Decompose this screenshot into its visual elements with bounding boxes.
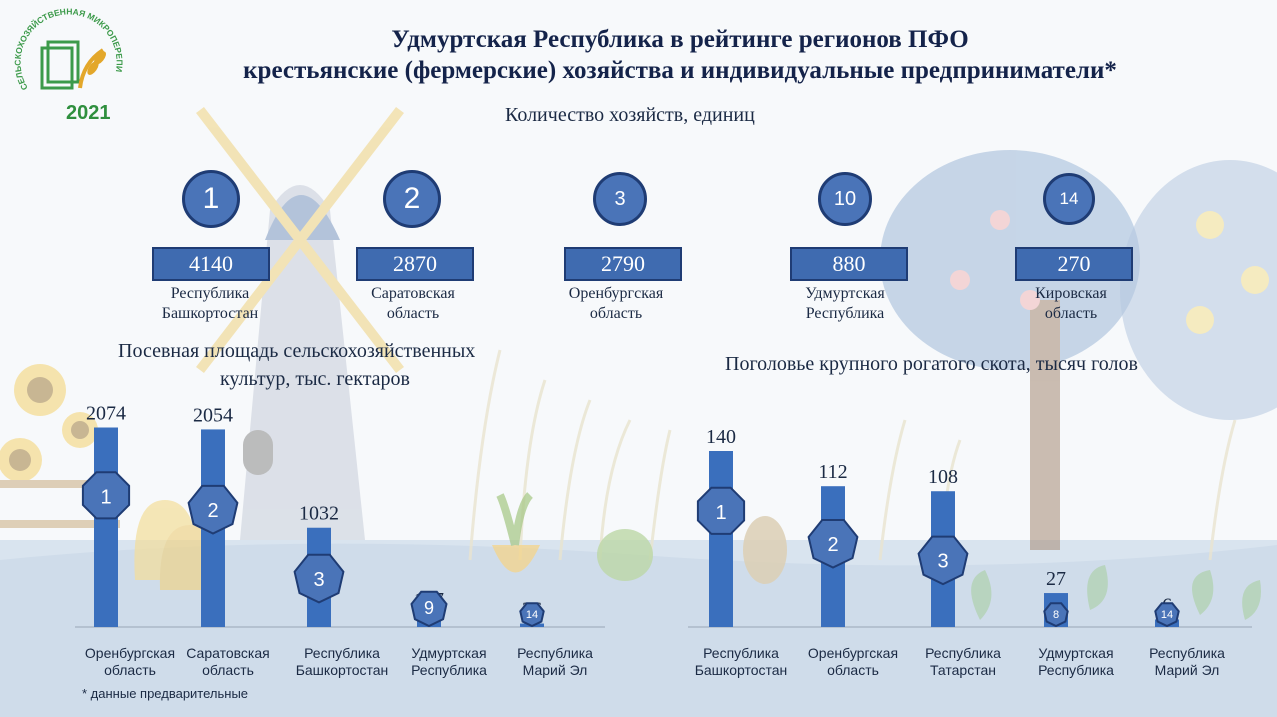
category-label: Республика Марий Эл <box>1149 645 1225 678</box>
bar-chart-2: 140111221083278614 <box>688 426 1252 628</box>
chart2-title: Поголовье крупного рогатого скота, тысяч… <box>725 353 1138 375</box>
category-label: Оренбургская область <box>84 645 176 678</box>
rank-badge-label: 2 <box>207 500 218 522</box>
bar-value-label: 2054 <box>193 404 233 426</box>
farms-subtitle: Количество хозяйств, единиц <box>505 104 755 126</box>
wheat-book-icon: СЕЛЬСКОХОЗЯЙСТВЕННАЯ МИКРОПЕРЕПИСЬ <box>5 0 125 92</box>
footnote: * данные предварительные <box>82 686 249 701</box>
rank-badge-label: 1 <box>715 502 726 524</box>
logo-year: 2021 <box>66 102 111 124</box>
category-label: Республика Башкортостан <box>295 645 389 678</box>
category-label: Удмуртская Республика <box>411 645 487 678</box>
chart1-title-line2: культур, тыс. гектаров <box>220 368 410 390</box>
census-logo: СЕЛЬСКОХОЗЯЙСТВЕННАЯ МИКРОПЕРЕПИСЬ 2021 <box>5 0 133 126</box>
farm-region-name: Оренбургская область <box>568 285 664 322</box>
farm-rank-badge: 2 <box>383 170 441 228</box>
rank-badge-label: 14 <box>1161 609 1173 621</box>
category-label: Удмуртская Республика <box>1038 645 1114 678</box>
farm-count-box: 880 <box>790 247 908 281</box>
farm-region-name: Саратовская область <box>371 285 455 322</box>
farm-region-name: Кировская область <box>1035 285 1107 322</box>
rank-badge <box>187 484 239 535</box>
bar-value-label: 112 <box>818 461 847 483</box>
rank-badge-label: 1 <box>100 487 111 509</box>
farm-region-name: Удмуртская Республика <box>805 285 885 322</box>
rank-badge-label: 2 <box>827 534 838 556</box>
farm-rank-badge: 1 <box>182 170 240 228</box>
rank-badge-label: 8 <box>1053 609 1059 621</box>
chart1-title-line1: Посевная площадь сельскохозяйственных <box>118 340 476 362</box>
rank-badge <box>917 535 969 586</box>
farm-count-box: 270 <box>1015 247 1133 281</box>
page-title-line2: крестьянские (фермерские) хозяйства и ин… <box>243 57 1117 84</box>
farm-count-box: 2790 <box>564 247 682 281</box>
farm-count-box: 4140 <box>152 247 270 281</box>
rank-badge-label: 14 <box>526 609 538 621</box>
category-label: Саратовская область <box>186 645 270 678</box>
category-label: Республика Башкортостан <box>694 645 788 678</box>
bar-value-label: 108 <box>928 466 958 488</box>
farm-count-box: 2870 <box>356 247 474 281</box>
rank-badge <box>1043 602 1069 628</box>
farm-rank-badge: 10 <box>818 172 872 226</box>
farm-region-name: Республика Башкортостан <box>161 285 259 322</box>
rank-badge-label: 9 <box>424 598 434 618</box>
rank-badge-label: 3 <box>937 551 948 573</box>
rank-badge <box>293 553 345 604</box>
rank-badge-label: 3 <box>313 569 324 591</box>
page-title-line1: Удмуртская Республика в рейтинге регионо… <box>391 26 969 53</box>
farm-rank-badge: 14 <box>1043 173 1095 225</box>
farm-rank-badge: 3 <box>593 172 647 226</box>
rank-badge <box>696 486 746 535</box>
bar-value-label: 140 <box>706 426 736 448</box>
bar-value-label: 27 <box>1046 568 1066 590</box>
bar-value-label: 1032 <box>299 503 339 525</box>
category-label: Оренбургская область <box>807 645 899 678</box>
rank-badge <box>410 590 448 628</box>
rank-badge <box>519 602 545 628</box>
rank-badge <box>1154 602 1180 628</box>
category-label: Республика Татарстан <box>925 645 1001 678</box>
bar <box>94 427 118 627</box>
bar-chart-1: 20741205421032313793614 <box>75 403 605 628</box>
bar-value-label: 2074 <box>86 403 126 425</box>
category-label: Республика Марий Эл <box>517 645 593 678</box>
rank-badge <box>807 519 859 569</box>
bar <box>709 451 733 627</box>
rank-badge <box>81 471 131 520</box>
